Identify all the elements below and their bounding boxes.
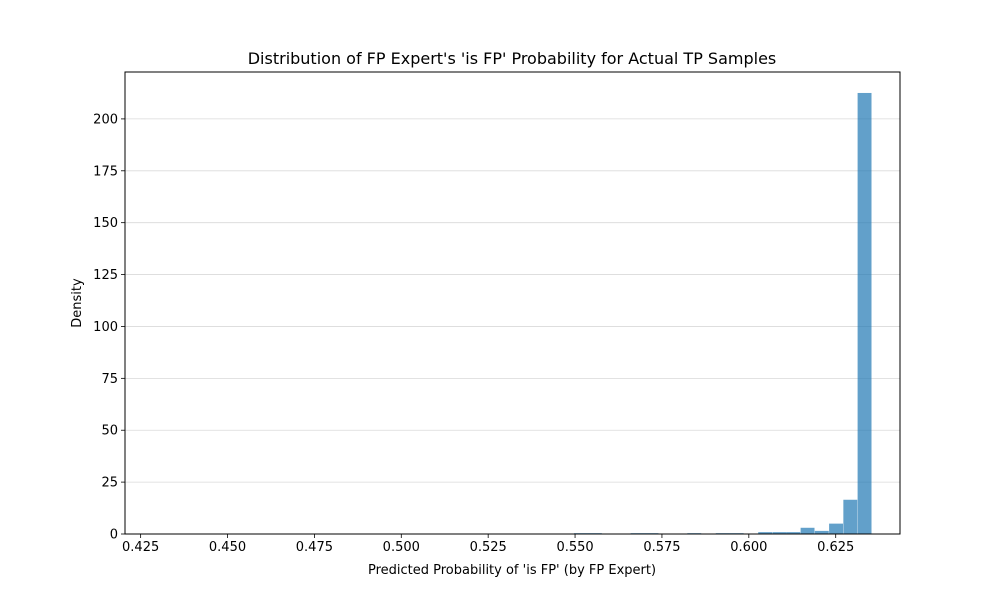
- y-axis-ticks: 0 25 50 75 100 125 150 175 200: [93, 112, 125, 543]
- gridlines: [125, 118, 900, 483]
- x-tick-label: 0.450: [209, 540, 246, 555]
- histogram-bar: [857, 92, 872, 534]
- histogram-bar: [800, 527, 815, 534]
- histogram-bars: [574, 92, 872, 534]
- y-tick-label: 75: [101, 372, 118, 387]
- y-tick-label: 175: [93, 164, 118, 179]
- x-tick-label: 0.425: [122, 540, 159, 555]
- histogram-bar: [814, 530, 829, 534]
- histogram-bar: [758, 532, 773, 534]
- chart-title: Distribution of FP Expert's 'is FP' Prob…: [248, 49, 777, 68]
- y-tick-label: 0: [110, 528, 118, 543]
- histogram-bar: [829, 523, 844, 534]
- y-tick-label: 100: [93, 320, 118, 335]
- x-tick-label: 0.525: [470, 540, 507, 555]
- y-axis-label: Density: [70, 278, 85, 328]
- histogram-bar: [786, 532, 801, 534]
- plot-frame: [124, 71, 901, 535]
- x-axis-label: Predicted Probability of 'is FP' (by FP …: [368, 563, 656, 578]
- y-tick-label: 25: [101, 476, 118, 491]
- histogram-bar: [772, 532, 787, 534]
- x-tick-label: 0.625: [817, 540, 854, 555]
- y-tick-label: 150: [93, 216, 118, 231]
- x-tick-label: 0.475: [296, 540, 333, 555]
- histogram-bar: [843, 499, 858, 534]
- x-tick-label: 0.600: [730, 540, 767, 555]
- y-tick-label: 200: [93, 112, 118, 127]
- x-tick-label: 0.500: [383, 540, 420, 555]
- x-tick-label: 0.550: [556, 540, 593, 555]
- y-tick-label: 125: [93, 268, 118, 283]
- y-tick-label: 50: [101, 424, 118, 439]
- x-tick-label: 0.575: [643, 540, 680, 555]
- x-axis-ticks: 0.425 0.450 0.475 0.500 0.525 0.550 0.575 0.600…: [122, 534, 854, 555]
